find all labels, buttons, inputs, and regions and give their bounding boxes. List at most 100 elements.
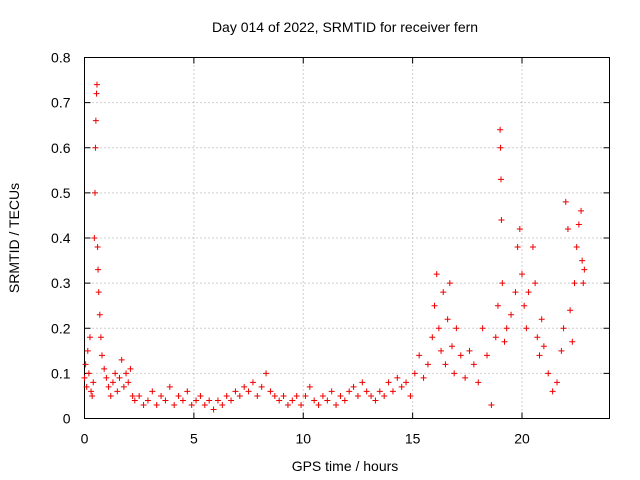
data-point bbox=[581, 266, 588, 273]
data-point bbox=[569, 338, 576, 345]
data-point bbox=[245, 388, 252, 395]
data-point bbox=[411, 370, 418, 377]
y-axis: 0 0.1 0.2 0.3 0.4 0.5 0.6 0.7 0.8 bbox=[51, 50, 610, 427]
data-point bbox=[523, 325, 530, 332]
data-point bbox=[140, 401, 147, 408]
data-point bbox=[536, 352, 543, 359]
data-point bbox=[501, 338, 508, 345]
data-point bbox=[193, 397, 200, 404]
y-tick-label: 0.8 bbox=[51, 50, 71, 66]
data-point bbox=[95, 266, 102, 273]
data-point bbox=[346, 388, 353, 395]
x-tick-label: 5 bbox=[190, 431, 198, 447]
data-point bbox=[90, 379, 97, 386]
data-point bbox=[236, 392, 243, 399]
data-point bbox=[558, 347, 565, 354]
data-point bbox=[144, 397, 151, 404]
data-point bbox=[131, 397, 138, 404]
data-point bbox=[206, 397, 213, 404]
data-point bbox=[420, 374, 427, 381]
data-point bbox=[158, 392, 165, 399]
data-point bbox=[564, 225, 571, 232]
data-point bbox=[385, 379, 392, 386]
data-point bbox=[573, 244, 580, 251]
data-point bbox=[289, 397, 296, 404]
data-point bbox=[267, 388, 274, 395]
data-point bbox=[116, 374, 123, 381]
data-point bbox=[578, 207, 585, 214]
data-point bbox=[398, 383, 405, 390]
data-point bbox=[529, 244, 536, 251]
y-tick-label: 0.1 bbox=[51, 365, 71, 381]
data-point bbox=[545, 370, 552, 377]
data-point bbox=[276, 397, 283, 404]
data-point bbox=[438, 347, 445, 354]
data-point bbox=[311, 397, 318, 404]
data-point bbox=[497, 126, 504, 133]
data-point bbox=[571, 280, 578, 287]
data-point bbox=[498, 176, 504, 183]
chart-title: Day 014 of 2022, SRMTID for receiver fer… bbox=[212, 19, 478, 35]
data-point bbox=[431, 302, 438, 309]
data-point bbox=[114, 388, 121, 395]
data-point bbox=[479, 325, 486, 332]
x-tick-label: 20 bbox=[514, 431, 530, 447]
data-point bbox=[83, 383, 90, 390]
data-point bbox=[337, 392, 344, 399]
data-point bbox=[354, 392, 361, 399]
data-point bbox=[389, 388, 396, 395]
data-point bbox=[89, 392, 96, 399]
data-points bbox=[81, 81, 588, 413]
data-point bbox=[86, 334, 93, 341]
data-point bbox=[184, 388, 191, 395]
data-point bbox=[166, 383, 173, 390]
y-tick-label: 0.5 bbox=[51, 185, 71, 201]
data-point bbox=[123, 370, 130, 377]
data-point bbox=[508, 311, 515, 318]
data-point bbox=[514, 244, 521, 251]
data-point bbox=[416, 352, 423, 359]
x-tick-label: 10 bbox=[295, 431, 311, 447]
data-point bbox=[127, 365, 134, 372]
data-point bbox=[368, 392, 375, 399]
data-point bbox=[210, 406, 217, 413]
data-point bbox=[228, 397, 235, 404]
data-point bbox=[516, 225, 523, 232]
data-point bbox=[497, 144, 504, 151]
data-point bbox=[302, 392, 309, 399]
data-point bbox=[293, 392, 300, 399]
data-point bbox=[162, 397, 169, 404]
data-point bbox=[475, 379, 482, 386]
data-point bbox=[125, 379, 132, 386]
data-point bbox=[91, 235, 98, 241]
data-point bbox=[258, 383, 265, 390]
data-point bbox=[580, 280, 587, 287]
data-point bbox=[525, 289, 532, 296]
data-point bbox=[103, 374, 110, 381]
data-point bbox=[88, 388, 95, 395]
y-tick-label: 0 bbox=[63, 411, 71, 427]
data-point bbox=[532, 280, 539, 287]
data-point bbox=[554, 379, 560, 386]
data-point bbox=[494, 302, 501, 309]
data-point bbox=[214, 397, 221, 404]
data-point bbox=[549, 388, 556, 395]
data-point bbox=[171, 401, 178, 408]
data-point bbox=[407, 392, 414, 399]
data-point bbox=[359, 379, 366, 386]
data-point bbox=[241, 383, 248, 390]
data-point bbox=[534, 334, 541, 341]
data-point bbox=[99, 352, 105, 359]
data-point bbox=[81, 374, 88, 381]
data-point bbox=[263, 370, 270, 377]
data-point bbox=[197, 392, 204, 399]
data-point bbox=[503, 325, 510, 332]
data-point bbox=[462, 374, 469, 381]
data-point bbox=[179, 397, 186, 404]
data-point bbox=[105, 383, 112, 390]
data-point bbox=[188, 401, 195, 408]
data-point bbox=[223, 392, 230, 399]
data-point bbox=[519, 271, 525, 278]
x-tick-label: 0 bbox=[81, 431, 89, 447]
data-point bbox=[451, 370, 458, 377]
